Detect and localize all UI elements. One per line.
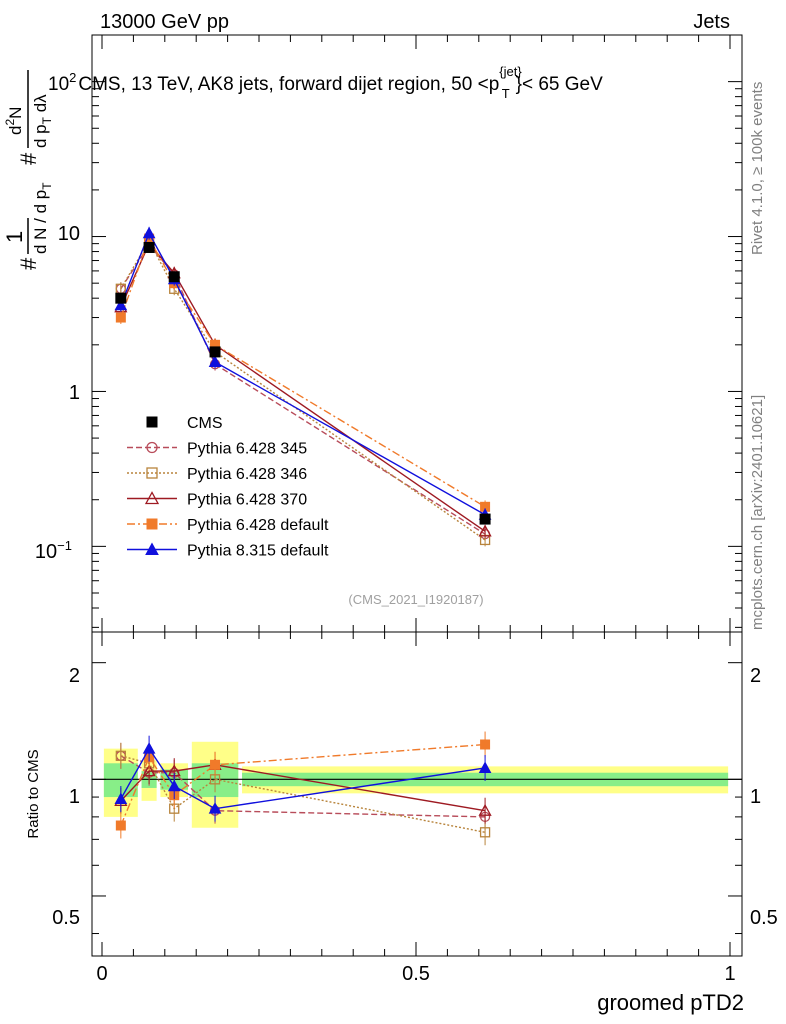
ratio-ytick-2-right: 2 [750, 665, 761, 687]
main-ylabel: # 1 d N / d pT # d2N d pT dλ [2, 70, 54, 270]
series-point-pythia-8-315-default [114, 298, 128, 311]
legend-marker-cms [146, 416, 158, 428]
ratio-ytick-1-right: 1 [750, 786, 761, 808]
header-right: Jets [693, 11, 730, 33]
ratio-point-pythia-8-315-default [478, 761, 492, 773]
legend-label-pythia-6-428-default: Pythia 6.428 default [187, 517, 329, 534]
legend-marker-pythia-6-428-370 [144, 491, 160, 505]
main-title: 102 CMS, 13 TeV, AK8 jets, forward dijet … [48, 64, 603, 101]
legend-label-pythia-6-428-370: Pythia 6.428 370 [187, 492, 307, 509]
ratio-point-pythia-6-428-default [210, 759, 221, 770]
legend-marker-pythia-6-428-346 [146, 467, 158, 479]
ratio-ticks [92, 632, 742, 956]
legend-label-pythia-6-428-346: Pythia 6.428 346 [187, 466, 307, 483]
legend-marker-pythia-8-315-default [145, 542, 159, 555]
series-point-pythia-6-428-default [115, 312, 126, 323]
main-y-ticks [92, 34, 742, 632]
ratio-point-pythia-6-428-370 [142, 764, 156, 777]
ratio-point-pythia-8-315-default [142, 742, 156, 754]
ratio-point-pythia-6-428-default [115, 820, 126, 831]
xtick-label-0: 0 [96, 963, 107, 985]
legend-label-pythia-8-315-default: Pythia 8.315 default [187, 543, 329, 560]
rivet-label: Rivet 4.1.0, ≥ 100k events [749, 82, 766, 255]
ylabel-dn: d N / d pT [31, 182, 54, 254]
mcplots-label: mcplots.cern.ch [arXiv:2401.10621] [749, 395, 766, 630]
ytick-label-10: 10 [58, 223, 80, 245]
ylabel-hash2: # [16, 152, 41, 165]
x-axis-label: groomed pTD2 [597, 990, 744, 1015]
title-end: }< 65 GeV [516, 74, 603, 95]
ratio-point-pythia-8-315-default [167, 779, 181, 792]
ylabel-dpt: d pT dλ [31, 94, 54, 148]
legend-label-pythia-6-428-345: Pythia 6.428 345 [187, 441, 307, 458]
ratio-ytick-1-left: 1 [69, 786, 80, 808]
series-point-pythia-8-315-default [208, 355, 222, 367]
cms-point [168, 271, 180, 283]
ylabel-hash1: # [16, 257, 41, 270]
header-left: 13000 GeV pp [100, 11, 229, 33]
title-ten: 10 [48, 74, 69, 95]
title-exp: 2 [69, 70, 76, 85]
cms-point [143, 241, 155, 253]
ratio-point-pythia-6-428-346 [479, 827, 491, 838]
ratio-point-pythia-8-315-default [114, 792, 128, 804]
ratio-data-layer [114, 731, 492, 846]
mcplots-label-group: mcplots.cern.ch [arXiv:2401.10621] [749, 395, 766, 630]
legend-marker-pythia-6-428-345 [146, 441, 158, 454]
watermark: (CMS_2021_I1920187) [348, 592, 483, 607]
ytick-label-0p1: 10−1 [35, 538, 72, 563]
cms-point [479, 513, 491, 525]
ratio-point-pythia-8-315-default [208, 802, 222, 814]
xtick-label-1: 1 [724, 963, 735, 985]
ratio-point-pythia-6-428-default [480, 739, 491, 750]
ratio-point-pythia-6-428-370 [478, 803, 492, 816]
series-point-pythia-8-315-default [142, 226, 156, 239]
title-sup: {jet} [499, 64, 522, 79]
ratio-ylabel: Ratio to CMS [25, 749, 42, 838]
xtick-label-0p5: 0.5 [402, 963, 430, 985]
ratio-plot-frame [91, 631, 743, 957]
ylabel-one: 1 [2, 231, 27, 243]
legend-marker-pythia-6-428-default [146, 518, 158, 530]
ratio-point-pythia-6-428-346 [115, 750, 126, 761]
cms-point [115, 292, 127, 304]
ratio-ytick-05-right: 0.5 [750, 907, 778, 929]
series-point-pythia-6-428-370 [478, 524, 492, 537]
ylabel-d2n: d2N [3, 107, 25, 135]
main-data-layer [114, 226, 492, 547]
ratio-ylabel-group: Ratio to CMS [25, 749, 42, 838]
legend-label-cms: CMS [187, 415, 223, 432]
ytick-label-1: 1 [69, 382, 80, 404]
title-sub: T [502, 86, 510, 101]
legend: CMS Pythia 6.428 345 Pythia 6.428 346 Pythi… [127, 415, 329, 560]
cms-point [209, 346, 221, 358]
rivet-label-group: Rivet 4.1.0, ≥ 100k events [749, 82, 766, 255]
ratio-ytick-2-left: 2 [69, 665, 80, 687]
ratio-ytick-05-left: 0.5 [52, 907, 80, 929]
title-text: CMS, 13 TeV, AK8 jets, forward dijet reg… [78, 74, 499, 95]
